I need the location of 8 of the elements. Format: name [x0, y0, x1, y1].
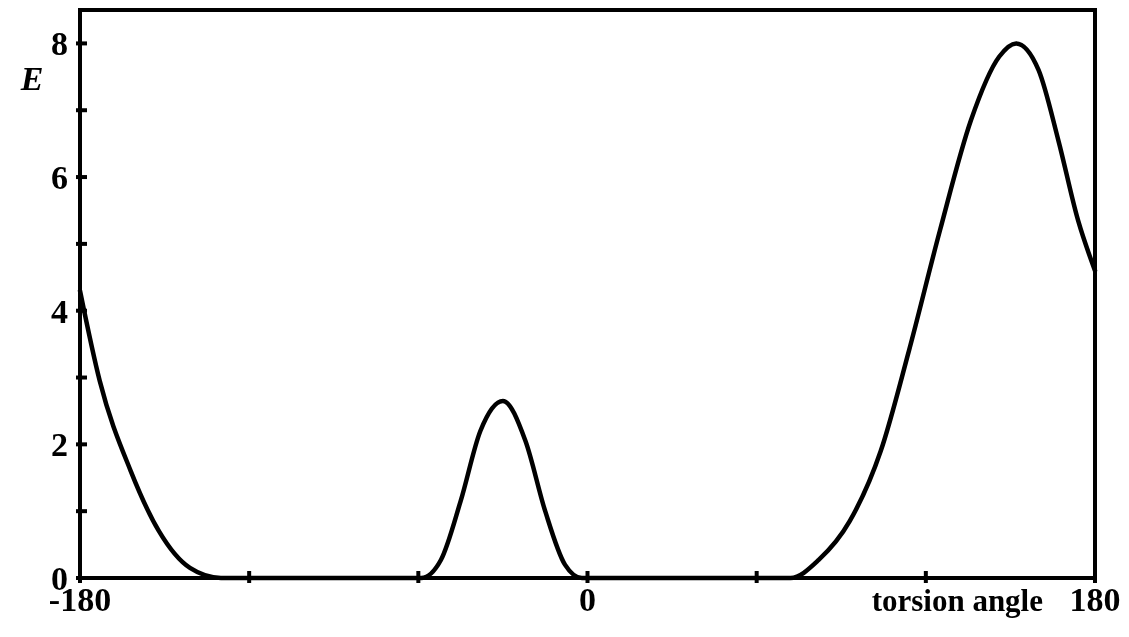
y-tick-label: 8 — [51, 25, 68, 63]
y-tick-label: 6 — [51, 158, 68, 196]
y-axis-title: E — [19, 60, 44, 98]
x-axis-title: torsion angle — [871, 583, 1043, 618]
y-tick-label: 2 — [51, 426, 68, 464]
x-tick-label: 0 — [579, 581, 596, 618]
x-tick-label: 180 — [1069, 581, 1121, 618]
y-tick-label: 4 — [51, 292, 68, 330]
